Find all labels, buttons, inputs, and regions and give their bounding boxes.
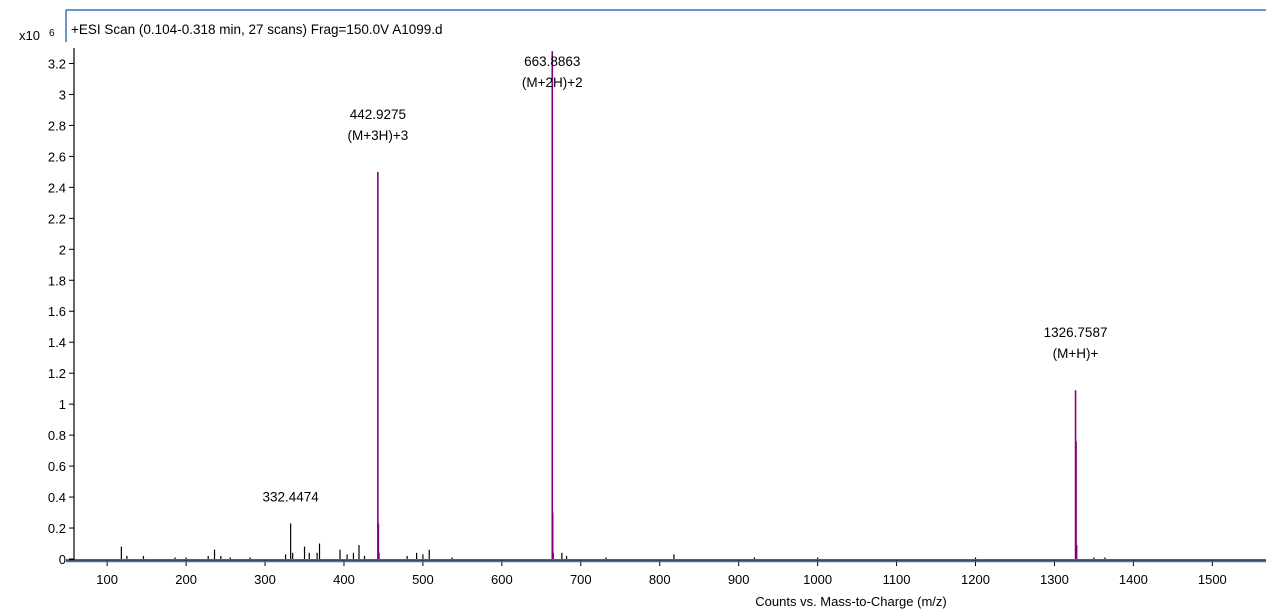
y-scale-prefix: x10 bbox=[19, 28, 40, 43]
y-tick-label: 0.2 bbox=[48, 521, 66, 536]
peak-ion-label: (M+H)+ bbox=[1053, 346, 1099, 361]
x-tick-label: 500 bbox=[412, 572, 434, 587]
x-ticks: 100 200 300 400 500 600 700 800 900 1000 1100 1200 1… bbox=[96, 560, 1227, 587]
peak-mz-label: 442.9275 bbox=[350, 107, 406, 122]
y-scale-exponent: 6 bbox=[49, 28, 55, 39]
x-tick-label: 1500 bbox=[1198, 572, 1227, 587]
x-tick-label: 900 bbox=[728, 572, 750, 587]
x-axis-label: Counts vs. Mass-to-Charge (m/z) bbox=[755, 594, 946, 609]
y-tick-label: 3.2 bbox=[48, 56, 66, 71]
peak-labels: 332.4474 442.9275 (M+3H)+3 663.8863 (M+2H)+2… bbox=[262, 54, 1107, 504]
y-tick-label: 1.8 bbox=[48, 273, 66, 288]
peak-mz-label: 332.4474 bbox=[262, 489, 319, 504]
x-tick-label: 1300 bbox=[1040, 572, 1069, 587]
x-tick-label: 300 bbox=[254, 572, 276, 587]
peak-mz-label: 663.8863 bbox=[524, 54, 580, 69]
y-tick-label: 2.8 bbox=[48, 118, 66, 133]
y-tick-label: 2.6 bbox=[48, 149, 66, 164]
x-tick-label: 700 bbox=[570, 572, 592, 587]
y-tick-label: 1.4 bbox=[48, 335, 66, 350]
y-tick-label: 1.2 bbox=[48, 366, 66, 381]
chart-title: +ESI Scan (0.104-0.318 min, 27 scans) Fr… bbox=[71, 22, 443, 37]
y-tick-label: 0.4 bbox=[48, 490, 66, 505]
x-tick-label: 400 bbox=[333, 572, 355, 587]
peak-ion-label: (M+2H)+2 bbox=[522, 75, 583, 90]
y-tick-label: 0.6 bbox=[48, 459, 66, 474]
x-tick-label: 200 bbox=[175, 572, 197, 587]
y-tick-label: 2.4 bbox=[48, 180, 66, 195]
y-tick-label: 0 bbox=[59, 552, 66, 567]
y-tick-label: 3 bbox=[59, 87, 66, 102]
x-tick-label: 1200 bbox=[961, 572, 990, 587]
x-tick-label: 100 bbox=[96, 572, 118, 587]
y-ticks: 0 0.2 0.4 0.6 0.8 1 1.2 1.4 1.6 1.8 2 2.2 2.4 2.6 2.8 3… bbox=[48, 56, 74, 567]
y-tick-label: 2.2 bbox=[48, 211, 66, 226]
x-tick-label: 1100 bbox=[883, 572, 911, 587]
y-tick-label: 2 bbox=[59, 242, 66, 257]
x-tick-label: 800 bbox=[649, 572, 671, 587]
x-tick-label: 1400 bbox=[1119, 572, 1148, 587]
y-tick-label: 1.6 bbox=[48, 304, 66, 319]
y-tick-label: 0.8 bbox=[48, 428, 66, 443]
x-tick-label: 600 bbox=[491, 572, 513, 587]
y-tick-label: 1 bbox=[59, 397, 66, 412]
peak-ion-label: (M+3H)+3 bbox=[347, 128, 408, 143]
peak-mz-label: 1326.7587 bbox=[1044, 325, 1108, 340]
peak-layer bbox=[120, 51, 1106, 559]
x-tick-label: 1000 bbox=[803, 572, 832, 587]
